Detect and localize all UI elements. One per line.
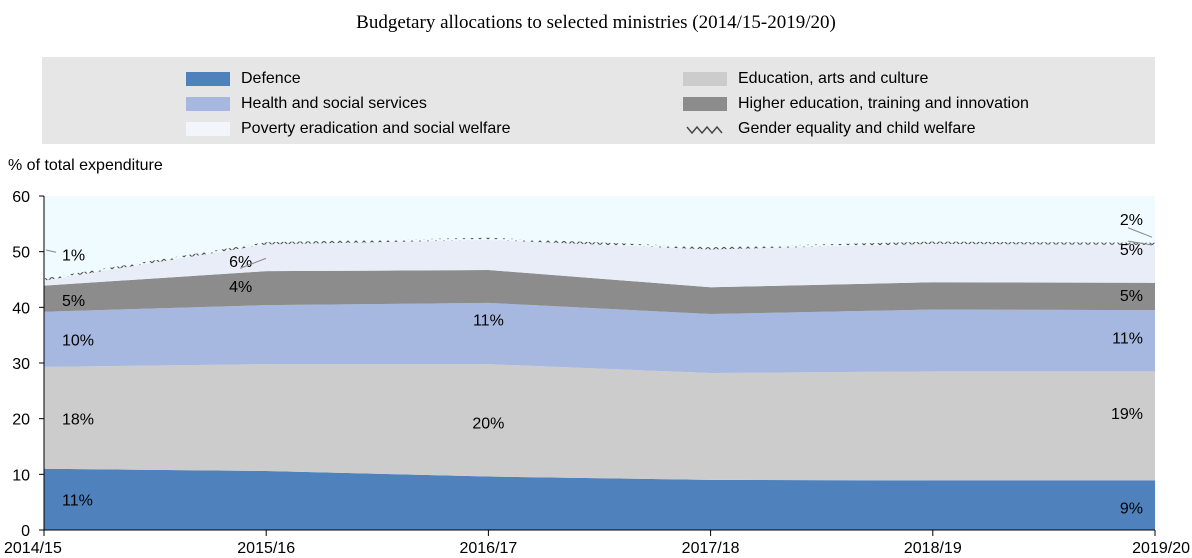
leader-line-5pct <box>1127 240 1153 246</box>
y-tick-label-50: 50 <box>12 245 30 262</box>
leader-line-2pct <box>1127 227 1153 238</box>
data-label-0: 11% <box>62 492 93 509</box>
area-health-and-social-services <box>44 302 1155 374</box>
data-label-13: 5% <box>1120 242 1143 259</box>
x-tick-label-2: 2016/17 <box>459 540 517 557</box>
x-tick-label-5: 2019/20 <box>1132 540 1190 557</box>
data-label-8: 11% <box>473 313 504 330</box>
x-tick-label-4: 2018/19 <box>904 540 962 557</box>
legend-swatch-gender <box>686 125 723 135</box>
data-label-7: 20% <box>472 416 504 433</box>
data-label-4: 1% <box>62 247 85 264</box>
data-label-14: 2% <box>1120 212 1143 229</box>
data-label-5: 4% <box>229 279 252 296</box>
legend-swatch-defence <box>186 72 230 86</box>
legend-item-gender: Gender equality and child welfare <box>683 119 975 139</box>
legend-swatch-health <box>186 97 230 111</box>
area-defence <box>44 468 1155 530</box>
x-tick-label-0: 2014/15 <box>4 540 62 557</box>
legend-swatch-poverty <box>186 122 230 136</box>
y-tick-label-40: 40 <box>12 300 30 317</box>
leader-line-1pct <box>45 249 57 253</box>
y-tick-label-10: 10 <box>12 467 30 484</box>
data-label-9: 9% <box>1120 501 1143 518</box>
y-tick-label-60: 60 <box>12 189 30 206</box>
legend-label-defence: Defence <box>241 70 301 87</box>
legend-item-health: Health and social services <box>186 94 427 114</box>
legend-item-education: Education, arts and culture <box>683 69 928 89</box>
y-axis-title: % of total expenditure <box>8 157 163 174</box>
data-label-6: 6% <box>229 254 252 271</box>
legend-item-defence: Defence <box>186 69 301 89</box>
legend-label-gender: Gender equality and child welfare <box>738 120 976 137</box>
data-label-11: 11% <box>1112 330 1143 347</box>
chart-title: Budgetary allocations to selected minist… <box>356 12 836 33</box>
legend-label-poverty: Poverty eradication and social welfare <box>241 120 511 137</box>
y-tick-label-30: 30 <box>12 356 30 373</box>
legend-label-higher-education: Higher education, training and innovatio… <box>738 95 1029 112</box>
area-poverty-eradication-and-social-welfare <box>44 239 1155 288</box>
area-higher-education-training-and-innovation <box>44 270 1155 315</box>
legend-item-higher-education: Higher education, training and innovatio… <box>683 94 1029 114</box>
legend-label-education: Education, arts and culture <box>738 70 929 87</box>
data-label-1: 18% <box>62 412 94 429</box>
x-tick-label-1: 2015/16 <box>237 540 295 557</box>
area-education-arts-and-culture <box>44 364 1155 481</box>
data-label-10: 19% <box>1111 406 1143 423</box>
legend-swatch-higher-education <box>683 97 727 111</box>
y-tick-label-0: 0 <box>21 523 30 540</box>
legend-label-health: Health and social services <box>241 95 427 112</box>
legend: Defence Health and social services Pover… <box>42 57 1155 144</box>
data-label-12: 5% <box>1120 288 1143 305</box>
legend-item-poverty: Poverty eradication and social welfare <box>186 119 510 139</box>
x-tick-label-3: 2017/18 <box>682 540 740 557</box>
y-tick-label-20: 20 <box>12 412 30 429</box>
data-label-3: 5% <box>62 293 85 310</box>
data-label-2: 10% <box>62 333 94 350</box>
leader-line-6pct <box>239 257 267 269</box>
legend-swatch-education <box>683 72 727 86</box>
